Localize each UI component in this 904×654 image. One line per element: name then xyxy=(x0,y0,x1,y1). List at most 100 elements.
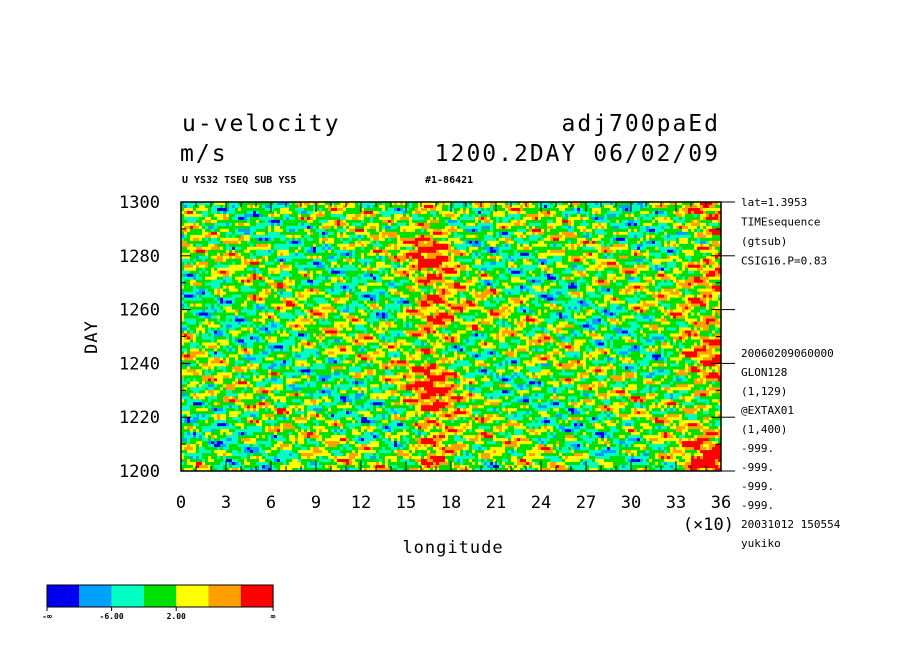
heatmap-cell xyxy=(535,216,539,221)
heatmap-cell xyxy=(502,213,506,218)
heatmap-cell xyxy=(619,255,623,260)
heatmap-cell xyxy=(607,255,611,260)
heatmap-cell xyxy=(574,216,578,221)
heatmap-cell xyxy=(580,261,584,266)
heatmap-cell xyxy=(520,207,524,212)
heatmap-cell xyxy=(529,282,533,287)
heatmap-cell xyxy=(280,216,284,221)
heatmap-cell xyxy=(538,258,542,263)
heatmap-cell xyxy=(484,225,488,230)
heatmap-cell xyxy=(526,202,530,206)
heatmap-cell xyxy=(217,204,221,209)
heatmap-cell xyxy=(436,202,440,206)
heatmap-cell xyxy=(712,249,716,254)
heatmap-cell xyxy=(250,282,254,287)
heatmap-cell xyxy=(253,210,257,215)
heatmap-cell xyxy=(532,246,536,251)
heatmap-cell xyxy=(253,228,257,233)
heatmap-cell xyxy=(499,279,503,284)
heatmap-cell xyxy=(202,207,206,212)
heatmap-cell xyxy=(445,210,449,215)
heatmap-cell xyxy=(676,270,680,275)
heatmap-cell xyxy=(415,270,419,275)
heatmap-cell xyxy=(424,267,428,272)
heatmap-cell xyxy=(394,267,398,272)
heatmap-cell xyxy=(664,210,668,215)
heatmap-cell xyxy=(340,213,344,218)
heatmap-cell xyxy=(304,267,308,272)
heatmap-cell xyxy=(205,207,209,212)
heatmap-cell xyxy=(421,252,425,257)
heatmap-cell xyxy=(433,228,437,233)
heatmap-cell xyxy=(226,246,230,251)
heatmap-cell xyxy=(616,261,620,266)
heatmap-cell xyxy=(223,225,227,230)
heatmap-cell xyxy=(523,252,527,257)
heatmap-cell xyxy=(715,273,719,278)
heatmap-cell xyxy=(400,282,404,287)
heatmap-cell xyxy=(292,276,296,281)
heatmap-cell xyxy=(292,219,296,224)
heatmap-cell xyxy=(706,219,710,224)
heatmap-cell xyxy=(367,279,371,284)
heatmap-cell xyxy=(214,216,218,221)
heatmap-cell xyxy=(604,252,608,257)
heatmap-cell xyxy=(286,243,290,248)
heatmap-cell xyxy=(412,249,416,254)
heatmap-cell xyxy=(373,240,377,245)
heatmap-cell xyxy=(325,237,329,242)
heatmap-cell xyxy=(517,207,521,212)
heatmap-cell xyxy=(481,204,485,209)
heatmap-cell xyxy=(436,273,440,278)
heatmap-cell xyxy=(202,231,206,236)
heatmap-cell xyxy=(313,282,317,287)
heatmap-cell xyxy=(679,204,683,209)
heatmap-cell xyxy=(400,234,404,239)
heatmap-cell xyxy=(463,210,467,215)
heatmap-cell xyxy=(307,264,311,269)
heatmap-cell xyxy=(391,207,395,212)
heatmap-cell xyxy=(235,246,239,251)
heatmap-cell xyxy=(427,252,431,257)
heatmap-cell xyxy=(460,258,464,263)
heatmap-cell xyxy=(238,264,242,269)
heatmap-cell xyxy=(346,240,350,245)
heatmap-cell xyxy=(631,279,635,284)
heatmap-cell xyxy=(709,202,713,206)
heatmap-cell xyxy=(430,213,434,218)
heatmap-cell xyxy=(514,249,518,254)
heatmap-cell xyxy=(259,216,263,221)
heatmap-cell xyxy=(439,243,443,248)
heatmap-cell xyxy=(424,210,428,215)
sub-left-label: U YS32 TSEQ SUB YS5 xyxy=(182,175,296,186)
heatmap-cell xyxy=(610,273,614,278)
heatmap-cell xyxy=(358,246,362,251)
heatmap-cell xyxy=(220,228,224,233)
heatmap-cell xyxy=(409,234,413,239)
heatmap-cell xyxy=(331,237,335,242)
heatmap-cell xyxy=(457,261,461,266)
heatmap-cell xyxy=(205,213,209,218)
heatmap-cell xyxy=(412,240,416,245)
heatmap-cell xyxy=(511,210,515,215)
heatmap-cell xyxy=(193,219,197,224)
heatmap-cell xyxy=(490,240,494,245)
heatmap-cell xyxy=(646,261,650,266)
heatmap-cell xyxy=(481,276,485,281)
heatmap-cell xyxy=(226,237,230,242)
heatmap-cell xyxy=(475,279,479,284)
heatmap-cell xyxy=(463,273,467,278)
heatmap-cell xyxy=(457,222,461,227)
heatmap-cell xyxy=(421,210,425,215)
heatmap-cell xyxy=(619,213,623,218)
heatmap-cell xyxy=(628,258,632,263)
heatmap-cell xyxy=(331,264,335,269)
heatmap-cell xyxy=(595,255,599,260)
heatmap-cell xyxy=(430,267,434,272)
heatmap-cell xyxy=(328,276,332,281)
heatmap-cell xyxy=(460,249,464,254)
heatmap-cell xyxy=(643,261,647,266)
heatmap-cell xyxy=(334,249,338,254)
heatmap-cell xyxy=(190,228,194,233)
heatmap-cell xyxy=(562,228,566,233)
